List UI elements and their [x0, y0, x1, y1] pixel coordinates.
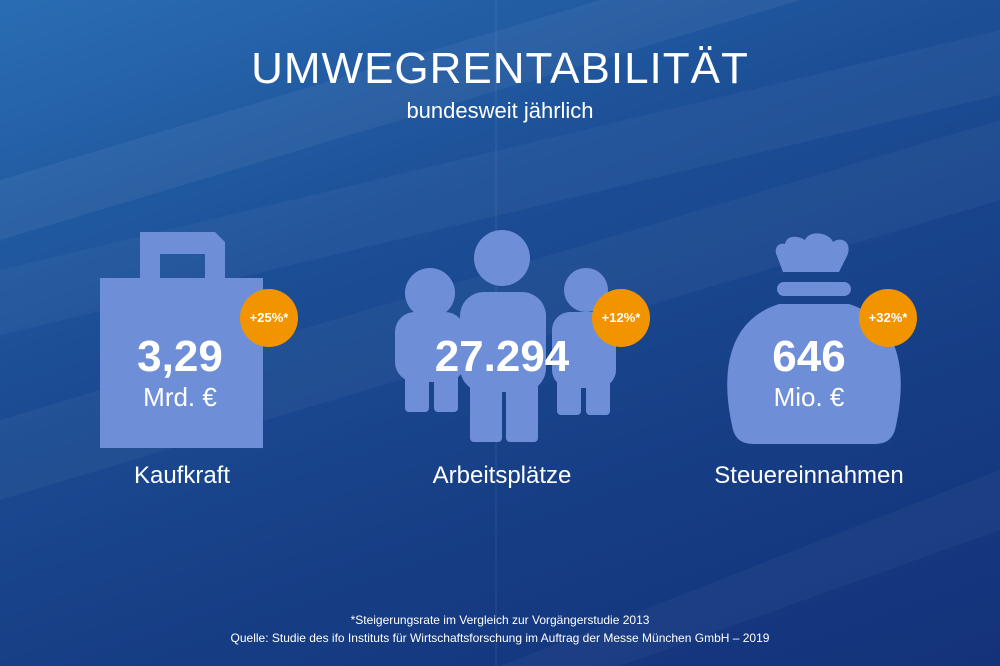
people-group-icon	[395, 230, 616, 442]
stat-value: 3,29	[137, 332, 223, 381]
shopping-bag-icon	[100, 232, 263, 448]
stat-label: Arbeitsplätze	[432, 462, 572, 489]
money-bag-icon	[727, 233, 901, 444]
stat-label: Steuereinnahmen	[714, 462, 904, 489]
stat-value: 27.294	[434, 332, 570, 381]
footnote: *Steigerungsrate im Vergleich zur Vorgän…	[350, 613, 650, 627]
stat-kaufkraft: 3,29 Mrd. € +25%* Kaufkraft	[32, 220, 332, 500]
stat-steuereinnahmen: 646 Mio. € +32%* Steuereinnahmen	[659, 220, 959, 500]
growth-badge: +25%*	[240, 289, 298, 347]
stat-label: Kaufkraft	[133, 462, 231, 489]
growth-badge: +12%*	[592, 289, 650, 347]
stat-unit: Mrd. €	[143, 382, 217, 412]
source-note: Quelle: Studie des ifo Instituts für Wir…	[230, 631, 770, 645]
stat-value: 646	[772, 332, 846, 381]
page-title: UMWEGRENTABILITÄT	[251, 44, 749, 93]
page-subtitle: bundesweit jährlich	[406, 98, 594, 123]
stat-arbeitsplaetze: 27.294 +12%* Arbeitsplätze	[352, 220, 652, 500]
growth-badge: +32%*	[859, 289, 917, 347]
stat-unit: Mio. €	[773, 382, 845, 412]
